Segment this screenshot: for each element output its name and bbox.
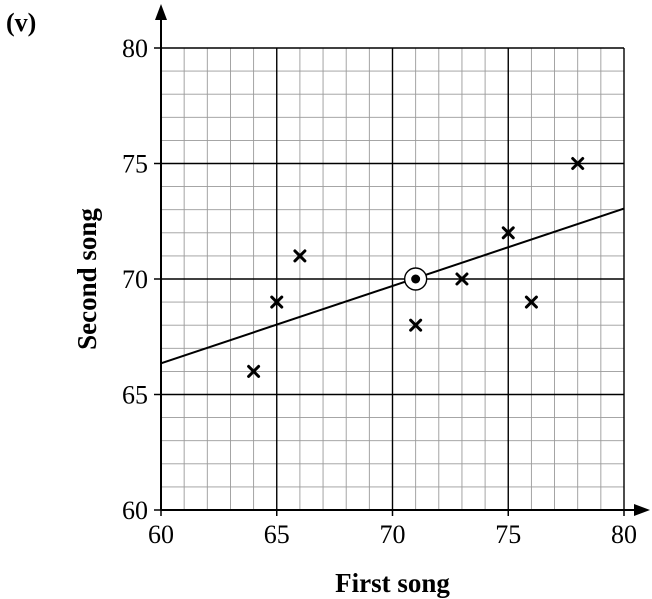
tick-labels: 60 65 70 75 80 60 65 70 75 80 [122, 34, 637, 549]
data-point [455, 272, 469, 286]
y-tick-label: 70 [122, 265, 148, 294]
major-grid [161, 47, 625, 510]
data-point [524, 295, 538, 309]
data-point [293, 249, 307, 263]
axes [155, 4, 650, 516]
x-tick-label: 80 [611, 520, 637, 549]
x-tick-label: 65 [264, 520, 290, 549]
cross-stroke [247, 364, 261, 378]
cross-stroke [571, 157, 585, 170]
x-tick-label: 75 [495, 520, 521, 549]
y-tick-label: 75 [122, 150, 148, 179]
cross-stroke [409, 318, 423, 332]
best-fit-line [160, 207, 625, 365]
x-tick-label: 60 [148, 520, 174, 549]
line-of-best-fit [160, 207, 625, 365]
question-part-label: (v) [6, 8, 37, 37]
y-tick-label: 65 [122, 381, 148, 410]
y-axis-arrow [155, 4, 167, 20]
y-tick-label: 80 [122, 34, 148, 63]
x-axis-title: First song [335, 568, 450, 598]
cross-stroke [455, 272, 469, 286]
data-point [247, 364, 261, 378]
mean-point [403, 267, 428, 291]
y-tick-label: 60 [122, 496, 148, 525]
mean-point-dot [411, 274, 421, 284]
cross-stroke [524, 295, 538, 309]
cross-stroke [501, 226, 515, 240]
cross-stroke [270, 295, 284, 309]
y-axis-title: Second song [72, 208, 102, 350]
x-tick-label: 70 [380, 520, 406, 549]
data-point [501, 226, 515, 240]
data-point [571, 157, 585, 170]
data-point [270, 295, 284, 309]
data-points [247, 157, 585, 378]
cross-stroke [293, 249, 307, 263]
data-point [409, 318, 423, 332]
x-axis-arrow [634, 504, 650, 516]
